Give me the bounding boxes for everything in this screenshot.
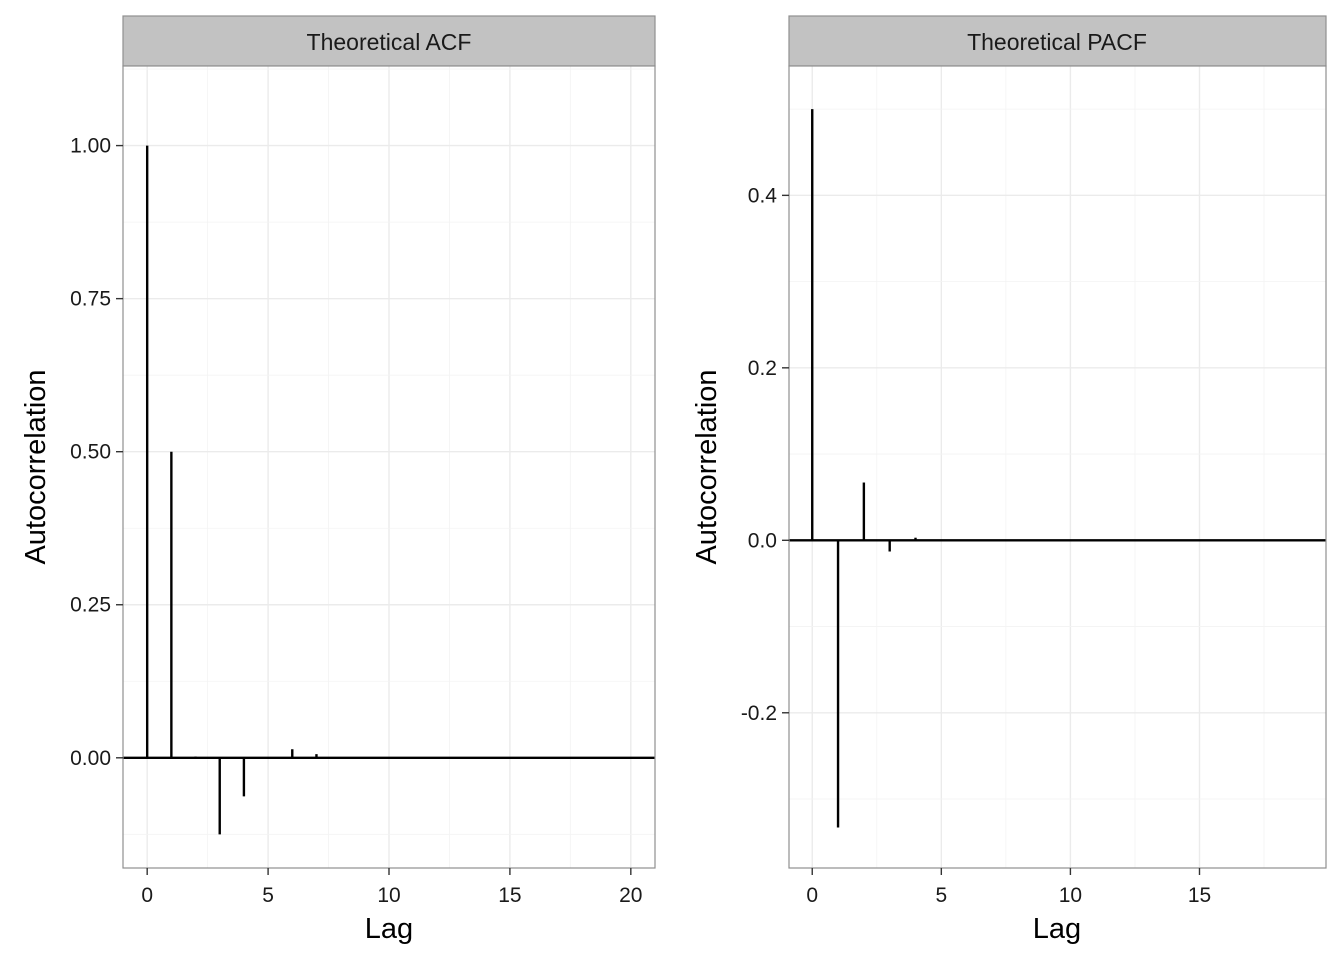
pacf-x-tick-label: 10	[1059, 884, 1082, 907]
pacf-x-axis: 0 5 10 15	[806, 868, 1211, 907]
pacf-y-axis: -0.2 0.0 0.2 0.4	[741, 184, 789, 725]
pacf-panel-border	[788, 65, 1327, 869]
acf-strip	[122, 15, 656, 67]
pacf-strip	[788, 15, 1327, 67]
pacf-y-tick-label: 0.4	[748, 184, 778, 207]
acf-y-tick-label: 0.00	[70, 747, 111, 770]
acf-x-axis: 0 5 10 15 20	[141, 868, 642, 907]
pacf-y-tick-label: 0.2	[748, 357, 777, 380]
pacf-y-axis-title: Autocorrelation	[691, 369, 723, 564]
acf-x-axis-title: Lag	[365, 913, 413, 945]
acf-x-tick-label: 20	[619, 884, 642, 907]
acf-bars	[145, 145, 318, 835]
acf-y-tick-label: 0.50	[70, 441, 111, 464]
acf-x-tick-label: 15	[498, 884, 521, 907]
pacf-y-tick-label: 0.0	[748, 529, 777, 552]
acf-y-axis: 0.00 0.25 0.50 0.75 1.00	[70, 135, 123, 770]
acf-grid	[123, 66, 655, 868]
pacf-plot-background	[789, 66, 1326, 868]
acf-panel: Theoretical ACF 0.00 0.25 0.50 0.75 1.00 0 5 1…	[20, 15, 656, 945]
acf-y-axis-title: Autocorrelation	[20, 369, 52, 564]
acf-x-tick-label: 10	[377, 884, 400, 907]
pacf-x-tick-label: 5	[935, 884, 947, 907]
pacf-x-tick-label: 15	[1188, 884, 1211, 907]
acf-strip-title: Theoretical ACF	[307, 29, 472, 55]
acf-y-tick-label: 0.25	[70, 594, 111, 617]
pacf-bars	[811, 109, 917, 828]
acf-y-tick-label: 0.75	[70, 288, 111, 311]
pacf-x-axis-title: Lag	[1033, 913, 1081, 945]
acf-y-tick-label: 1.00	[70, 135, 111, 158]
acf-x-tick-label: 5	[262, 884, 274, 907]
pacf-x-tick-label: 0	[806, 884, 818, 907]
acf-x-tick-label: 0	[141, 884, 153, 907]
pacf-y-tick-label: -0.2	[741, 702, 777, 725]
pacf-strip-title: Theoretical PACF	[967, 29, 1147, 55]
pacf-panel: Theoretical PACF -0.2 0.0 0.2 0.4 0 5 10 15 La…	[691, 15, 1327, 945]
